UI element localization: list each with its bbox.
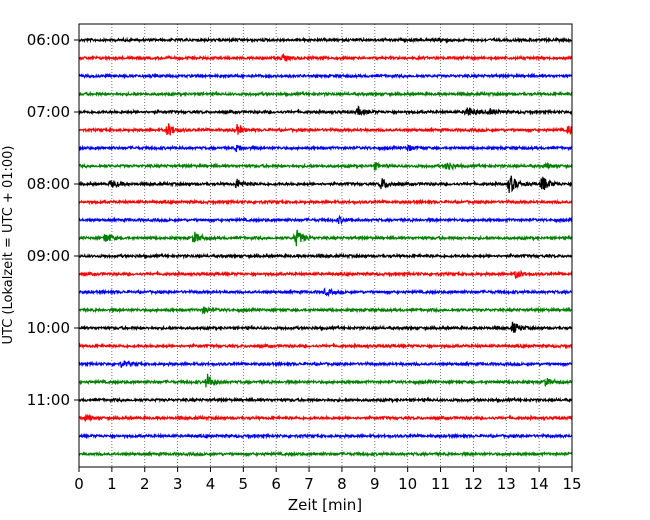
trace-1015 <box>78 342 573 350</box>
x-tick-label: 7 <box>304 475 314 493</box>
plot-background <box>79 24 572 467</box>
y-tick-label: 07:00 <box>27 103 70 121</box>
trace-0845 <box>78 229 573 247</box>
y-axis-title: UTC (Lokalzeit = UTC + 01:00) <box>1 146 16 345</box>
trace-1100 <box>78 396 573 404</box>
trace-0815 <box>78 198 573 206</box>
x-tick-label: 8 <box>337 475 347 493</box>
x-tick-label: 6 <box>271 475 281 493</box>
trace-0800 <box>78 175 573 194</box>
x-tick-label: 1 <box>107 475 117 493</box>
trace-0745 <box>78 161 573 171</box>
trace-0630 <box>78 72 573 80</box>
y-axis-ticks: 06:00 07:00 08:00 09:00 10:00 11:00 <box>27 31 79 409</box>
trace-0945 <box>78 306 573 315</box>
x-tick-label: 9 <box>370 475 380 493</box>
y-tick-label: 10:00 <box>27 319 70 337</box>
plot-frame <box>78 23 573 468</box>
trace-0730 <box>78 144 573 153</box>
trace-1145 <box>78 450 573 458</box>
trace-0715 <box>78 123 573 136</box>
trace-1030 <box>78 359 573 368</box>
x-tick-label: 10 <box>398 475 417 493</box>
trace-1115 <box>78 413 573 422</box>
x-tick-label: 11 <box>431 475 450 493</box>
trace-0600 <box>78 36 573 45</box>
y-tick-label: 08:00 <box>27 175 70 193</box>
x-tick-label: 5 <box>239 475 249 493</box>
y-tick-label: 11:00 <box>27 391 70 409</box>
x-tick-label: 3 <box>173 475 183 493</box>
y-tick-label: 06:00 <box>27 31 70 49</box>
x-tick-label: 15 <box>562 475 581 493</box>
x-tick-label: 2 <box>140 475 150 493</box>
trace-0900 <box>78 252 573 260</box>
trace-0830 <box>78 214 573 225</box>
x-tick-label: 12 <box>464 475 483 493</box>
trace-0915 <box>78 269 573 280</box>
trace-0615 <box>78 52 573 63</box>
trace-1000 <box>78 321 573 333</box>
x-tick-label: 14 <box>530 475 549 493</box>
trace-1130 <box>78 432 573 440</box>
x-axis-ticks: 0 1 2 3 4 5 6 7 8 9 10 11 12 13 14 15 <box>74 467 582 493</box>
x-tick-label: 0 <box>74 475 84 493</box>
trace-0645 <box>78 90 573 98</box>
x-axis-title: Zeit [min] <box>288 496 362 514</box>
y-tick-label: 09:00 <box>27 247 70 265</box>
seismogram-traces <box>78 36 573 458</box>
grid-lines <box>111 24 540 467</box>
x-tick-label: 13 <box>497 475 516 493</box>
trace-1045 <box>78 373 573 388</box>
x-tick-label: 4 <box>206 475 216 493</box>
trace-0700 <box>78 105 573 117</box>
trace-0930 <box>78 287 573 298</box>
